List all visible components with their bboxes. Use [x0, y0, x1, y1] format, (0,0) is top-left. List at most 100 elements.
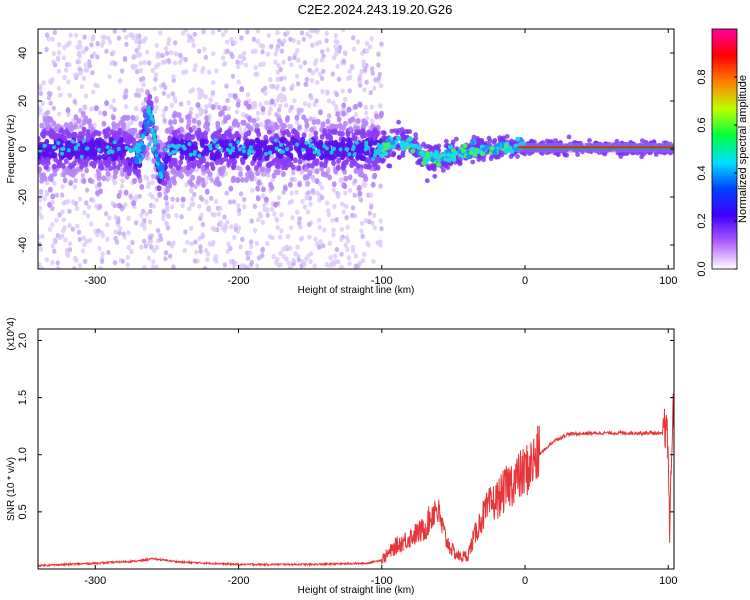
ridge-dot: [143, 120, 148, 127]
noise-dot: [103, 211, 109, 217]
noise-dot: [302, 204, 307, 210]
band-dot: [209, 151, 215, 158]
band-dot: [84, 167, 89, 174]
noise-dot: [242, 197, 247, 203]
band-dot: [226, 161, 232, 168]
ridge-dot: [228, 142, 233, 147]
band-dot: [102, 110, 108, 117]
noise-dot: [38, 262, 42, 268]
band-dot: [314, 160, 319, 167]
noise-dot: [278, 76, 284, 82]
band-dot: [48, 176, 54, 183]
noise-dot: [263, 85, 268, 91]
band-dot: [256, 160, 262, 167]
noise-dot: [150, 264, 156, 269]
noise-dot: [254, 240, 259, 247]
noise-dot: [333, 33, 339, 39]
band-dot: [104, 160, 110, 167]
noise-dot: [295, 48, 300, 54]
band-dot: [47, 116, 53, 122]
noise-dot: [271, 254, 276, 260]
noise-dot: [38, 205, 43, 211]
noise-dot: [288, 245, 293, 251]
band-dot: [112, 124, 117, 131]
band-dot: [348, 126, 353, 132]
band-dot: [205, 168, 211, 175]
noise-dot: [179, 214, 184, 220]
noise-dot: [319, 185, 325, 191]
band-dot: [314, 178, 320, 185]
band-dot: [123, 189, 129, 196]
band-dot: [508, 154, 514, 159]
band-dot: [68, 180, 74, 186]
noise-dot: [82, 34, 87, 40]
ridge-dot: [149, 113, 154, 120]
noise-dot: [208, 176, 214, 182]
ridge-dot: [352, 152, 357, 157]
ridge-dot: [154, 149, 159, 155]
noise-dot: [290, 215, 295, 221]
noise-dot: [209, 195, 214, 201]
noise-dot: [171, 240, 176, 246]
ridge-dot: [273, 138, 278, 143]
noise-dot: [220, 55, 226, 61]
snr-series-line: [38, 387, 674, 568]
ridge-dot: [301, 147, 306, 152]
band-dot: [283, 185, 288, 192]
noise-dot: [372, 225, 377, 231]
noise-dot: [171, 74, 176, 80]
noise-dot: [70, 226, 76, 232]
band-dot: [294, 132, 299, 139]
noise-dot: [138, 60, 143, 66]
band-dot: [363, 175, 369, 182]
ridge-dot: [504, 149, 510, 154]
noise-dot: [164, 201, 170, 207]
noise-dot: [312, 101, 317, 108]
band-dot: [255, 195, 261, 202]
band-dot: [200, 131, 206, 138]
noise-dot: [216, 211, 221, 217]
band-dot: [244, 176, 249, 183]
noise-dot: [111, 50, 116, 56]
ridge-dot: [314, 149, 319, 154]
band-dot: [127, 138, 133, 144]
noise-dot: [165, 225, 171, 231]
noise-dot: [217, 29, 222, 33]
noise-dot: [248, 239, 254, 245]
band-dot: [167, 182, 173, 189]
noise-dot: [150, 179, 155, 186]
noise-dot: [197, 235, 202, 241]
noise-dot: [302, 60, 308, 66]
noise-dot: [372, 85, 377, 91]
noise-dot: [335, 193, 341, 200]
noise-dot: [347, 187, 353, 193]
band-dot: [215, 153, 221, 160]
band-dot: [358, 151, 363, 158]
noise-dot: [288, 225, 294, 231]
noise-dot: [87, 59, 92, 65]
band-dot: [132, 127, 138, 134]
ridge-dot: [60, 151, 64, 156]
noise-dot: [307, 67, 312, 73]
ridge-dot: [135, 158, 140, 165]
band-dot: [240, 158, 246, 165]
noise-dot: [304, 76, 310, 83]
noise-dot: [152, 86, 158, 92]
band-dot: [311, 119, 317, 126]
ridge-dot: [383, 151, 389, 157]
noise-dot: [154, 42, 159, 48]
noise-dot: [296, 110, 301, 116]
noise-dot: [96, 228, 101, 234]
ridge-dot: [338, 147, 343, 152]
band-dot: [39, 122, 45, 129]
noise-dot: [349, 63, 355, 69]
band-dot: [169, 176, 175, 183]
band-dot: [95, 168, 101, 175]
ridge-dot: [509, 149, 515, 155]
band-dot: [231, 164, 236, 171]
noise-dot: [170, 91, 176, 97]
band-dot: [120, 120, 126, 127]
ridge-dot: [376, 142, 381, 147]
noise-dot: [379, 41, 384, 47]
noise-dot: [113, 214, 119, 220]
